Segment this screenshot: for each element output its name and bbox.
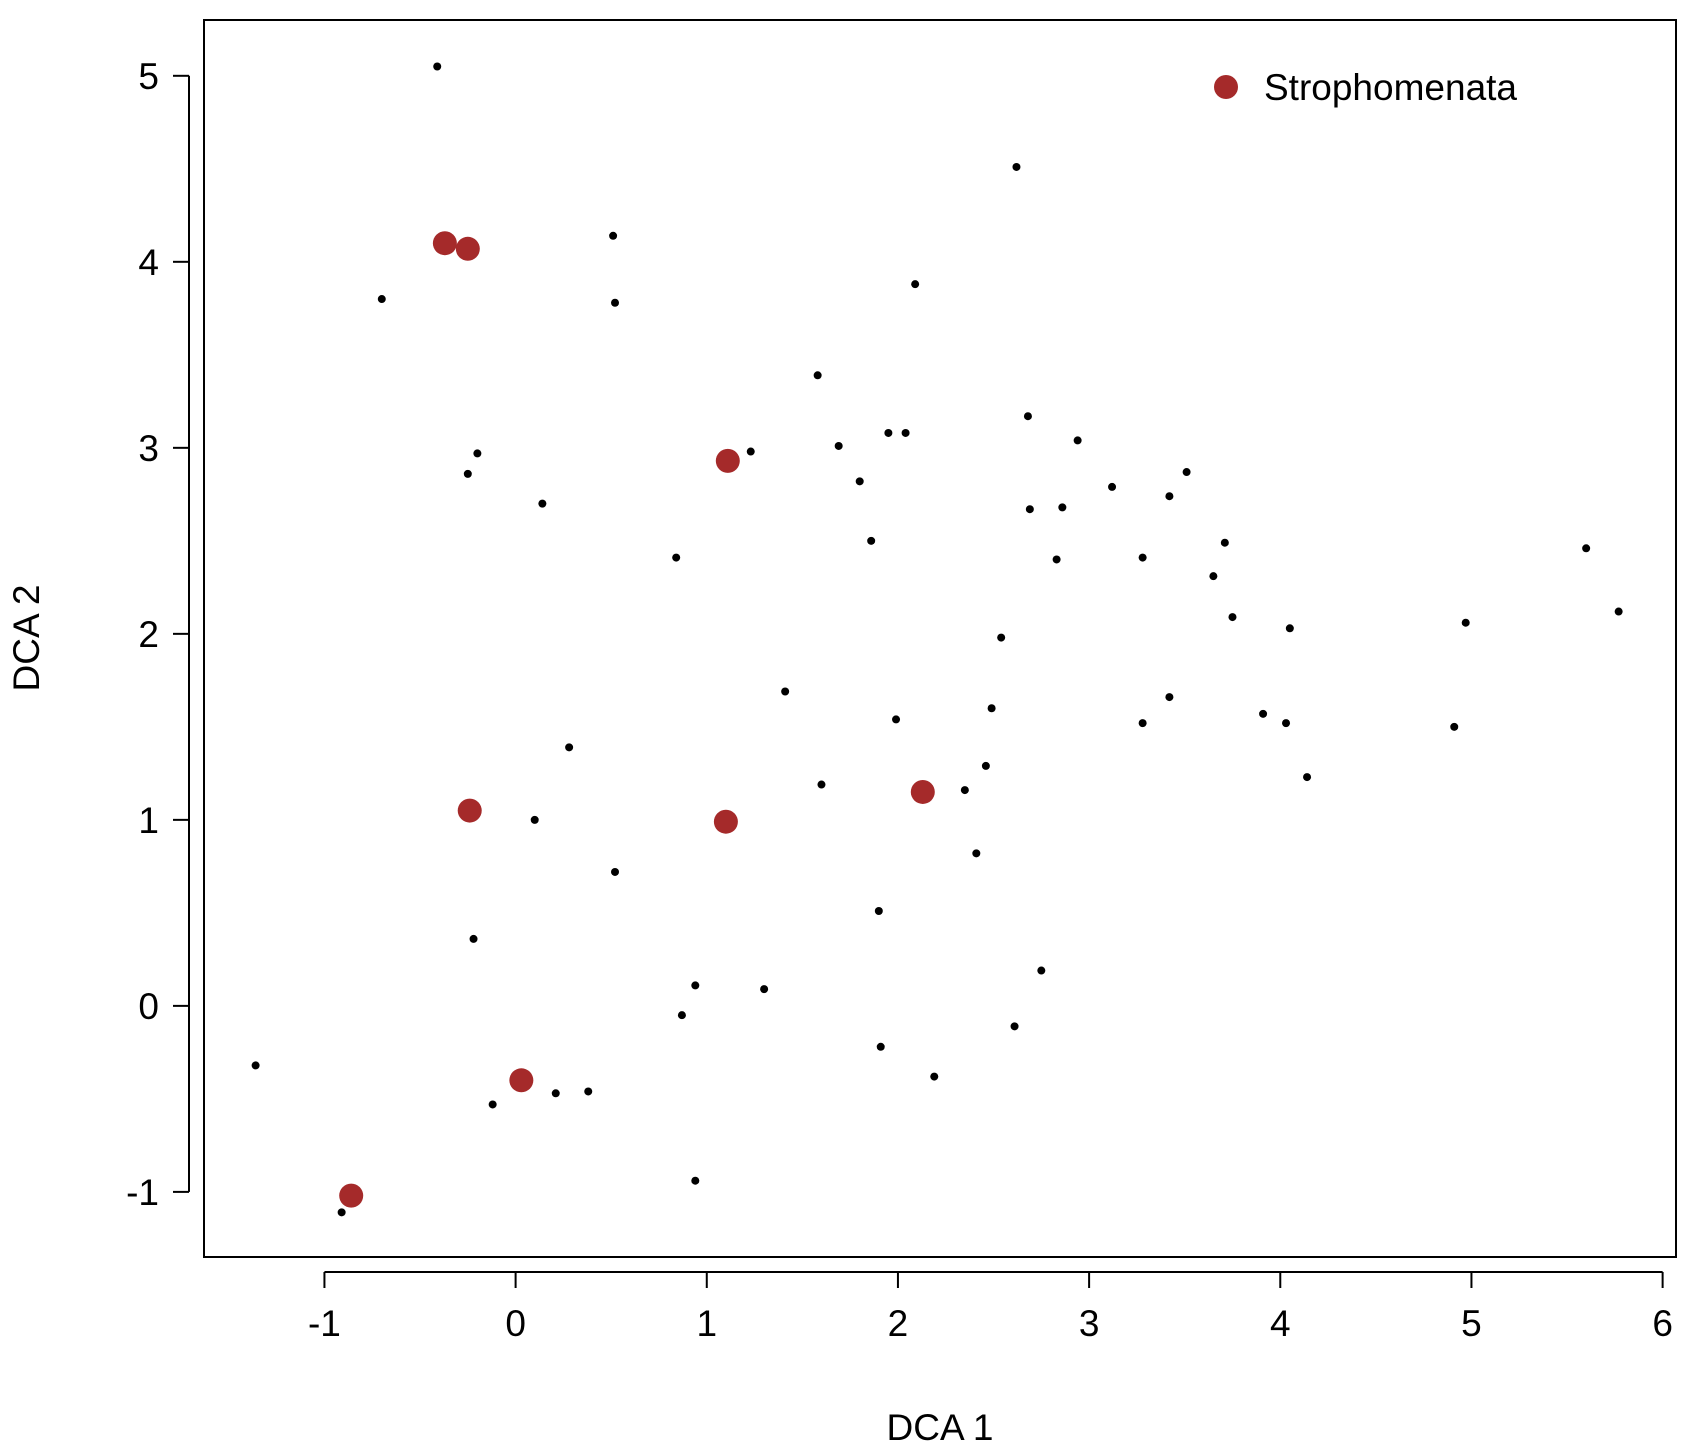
data-point <box>960 786 969 795</box>
y-tick-label: 0 <box>138 986 159 1027</box>
data-point <box>1058 503 1067 512</box>
data-point <box>672 553 681 562</box>
data-point <box>981 761 990 770</box>
y-axis-title: DCA 2 <box>6 585 47 692</box>
data-point <box>691 981 700 990</box>
data-point <box>1182 468 1191 477</box>
data-point <box>488 1100 497 1109</box>
data-point <box>377 295 386 304</box>
x-axis-title: DCA 1 <box>887 1407 994 1448</box>
legend: Strophomenata <box>1214 67 1517 108</box>
legend-marker-strophomenata <box>1214 75 1238 99</box>
data-point <box>987 704 996 713</box>
data-point <box>930 1072 939 1081</box>
data-point <box>530 815 539 824</box>
data-point <box>911 280 920 289</box>
data-point <box>972 849 981 858</box>
y-tick-label: -1 <box>126 1172 159 1213</box>
x-tick-label: 6 <box>1652 1303 1673 1344</box>
data-point <box>538 499 547 508</box>
data-point <box>1165 492 1174 501</box>
strophomenata-point <box>509 1068 534 1093</box>
data-point <box>1037 966 1046 975</box>
strophomenata-point <box>339 1183 364 1208</box>
data-point <box>1052 555 1061 564</box>
data-point <box>855 477 864 486</box>
data-point <box>609 231 618 240</box>
data-point <box>1108 482 1117 491</box>
data-point <box>1285 624 1294 633</box>
data-point <box>813 371 822 380</box>
data-point <box>337 1208 346 1217</box>
data-points <box>251 62 1623 1217</box>
data-point <box>677 1011 686 1020</box>
data-point <box>997 633 1006 642</box>
strophomenata-point <box>715 448 740 473</box>
y-tick-label: 5 <box>138 56 159 97</box>
data-point <box>1025 505 1034 514</box>
data-point <box>901 428 910 437</box>
data-point <box>892 715 901 724</box>
data-point <box>611 298 620 307</box>
data-point <box>463 469 472 478</box>
y-tick-label: 1 <box>138 800 159 841</box>
data-point <box>551 1089 560 1098</box>
data-point <box>1012 162 1021 171</box>
data-point <box>1138 553 1147 562</box>
data-point <box>1220 538 1229 547</box>
x-tick-label: 0 <box>505 1303 526 1344</box>
legend-label-strophomenata: Strophomenata <box>1264 67 1517 108</box>
data-point <box>473 449 482 458</box>
data-point <box>584 1087 593 1096</box>
data-point <box>834 441 843 450</box>
data-point <box>469 934 478 943</box>
y-tick-label: 2 <box>138 614 159 655</box>
data-point <box>1614 607 1623 616</box>
x-tick-label: 3 <box>1079 1303 1100 1344</box>
strophomenata-point <box>457 798 482 823</box>
data-point <box>611 867 620 876</box>
data-point <box>1073 436 1082 445</box>
x-tick-label: 5 <box>1461 1303 1482 1344</box>
data-point <box>1010 1022 1019 1031</box>
data-point <box>867 536 876 545</box>
data-point <box>874 907 883 916</box>
x-tick-label: -1 <box>308 1303 341 1344</box>
data-point <box>760 985 769 994</box>
y-axis: -1 0 1 2 3 4 5 <box>126 56 190 1213</box>
data-point <box>1138 719 1147 728</box>
data-point <box>1282 719 1291 728</box>
data-point <box>565 743 574 752</box>
data-point <box>1228 613 1237 622</box>
data-point <box>1165 693 1174 702</box>
x-tick-label: 1 <box>696 1303 717 1344</box>
data-point <box>1023 412 1032 421</box>
data-point <box>251 1061 260 1070</box>
data-point <box>817 780 826 789</box>
data-point <box>1209 572 1218 581</box>
strophomenata-point <box>455 236 480 261</box>
data-point <box>1582 544 1591 553</box>
strophomenata-point <box>713 809 738 834</box>
data-point <box>876 1042 885 1051</box>
x-axis: -1 0 1 2 3 4 5 6 <box>308 1271 1673 1344</box>
data-point <box>781 687 790 696</box>
data-point <box>1259 709 1268 718</box>
data-point <box>1303 773 1312 782</box>
strophomenata-point <box>910 779 935 804</box>
plot-frame <box>203 19 1677 1258</box>
data-point <box>691 1176 700 1185</box>
y-tick-label: 4 <box>138 242 159 283</box>
data-point <box>1450 722 1459 731</box>
x-tick-label: 2 <box>888 1303 909 1344</box>
data-point <box>884 428 893 437</box>
data-point <box>746 447 755 456</box>
x-tick-label: 4 <box>1270 1303 1291 1344</box>
data-point <box>433 62 442 71</box>
strophomenata-point <box>432 231 457 256</box>
data-point <box>1461 618 1470 627</box>
y-tick-label: 3 <box>138 428 159 469</box>
